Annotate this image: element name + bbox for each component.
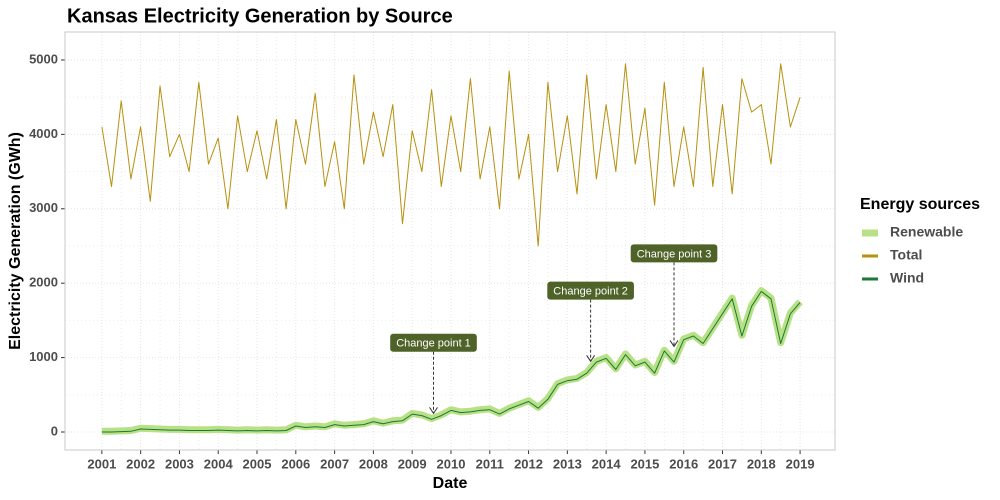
annotation-box <box>630 244 718 263</box>
x-tick-label: 2004 <box>204 456 234 471</box>
x-tick-label: 2016 <box>669 456 698 471</box>
plot-border <box>64 31 836 451</box>
x-axis-title: Date <box>433 475 468 492</box>
y-tick-label: 4000 <box>29 126 58 141</box>
x-tick-label: 2011 <box>476 456 504 471</box>
y-tick-label: 3000 <box>29 200 58 215</box>
series-line <box>101 63 801 247</box>
x-tick-label: 2013 <box>553 456 582 471</box>
x-tick-label: 2001 <box>87 456 116 471</box>
y-tick-label: 2000 <box>29 275 58 290</box>
legend-title: Energy sources <box>860 196 980 213</box>
y-tick-label: 5000 <box>29 51 58 66</box>
x-tick-label: 2005 <box>243 456 272 471</box>
chart-title: Kansas Electricity Generation by Source <box>67 5 453 27</box>
x-tick-label: 2017 <box>708 456 737 471</box>
y-axis-title: Electricity Generation (GWh) <box>7 132 24 350</box>
annotation-box <box>390 333 477 352</box>
series-line <box>101 287 803 435</box>
x-tick-label: 2002 <box>126 456 155 471</box>
x-tick-label: 2018 <box>747 456 776 471</box>
annotation-box <box>547 281 634 300</box>
x-tick-label: 2006 <box>281 456 310 471</box>
plot-background <box>65 32 835 450</box>
x-tick-label: 2019 <box>786 456 815 471</box>
x-tick-label: 2012 <box>514 456 543 471</box>
legend-label: Wind <box>890 270 924 286</box>
y-tick-label: 1000 <box>29 349 58 364</box>
annotation-arrowhead <box>429 407 438 415</box>
x-tick-label: 2010 <box>437 456 466 471</box>
annotation-label: Change point 2 <box>553 286 628 298</box>
legend-label: Total <box>890 247 922 263</box>
legend-label: Renewable <box>890 224 963 240</box>
x-tick-label: 2008 <box>359 456 388 471</box>
x-tick-label: 2015 <box>630 456 659 471</box>
annotation-label: Change point 1 <box>396 338 471 350</box>
x-tick-label: 2014 <box>592 456 622 471</box>
x-tick-label: 2007 <box>320 456 349 471</box>
y-tick-label: 0 <box>51 423 58 438</box>
x-tick-label: 2003 <box>165 456 194 471</box>
annotation-label: Change point 3 <box>637 248 712 260</box>
annotation-arrowhead <box>669 340 679 348</box>
x-tick-label: 2009 <box>398 456 427 471</box>
annotation-arrowhead <box>586 355 596 363</box>
series-line <box>101 290 801 433</box>
